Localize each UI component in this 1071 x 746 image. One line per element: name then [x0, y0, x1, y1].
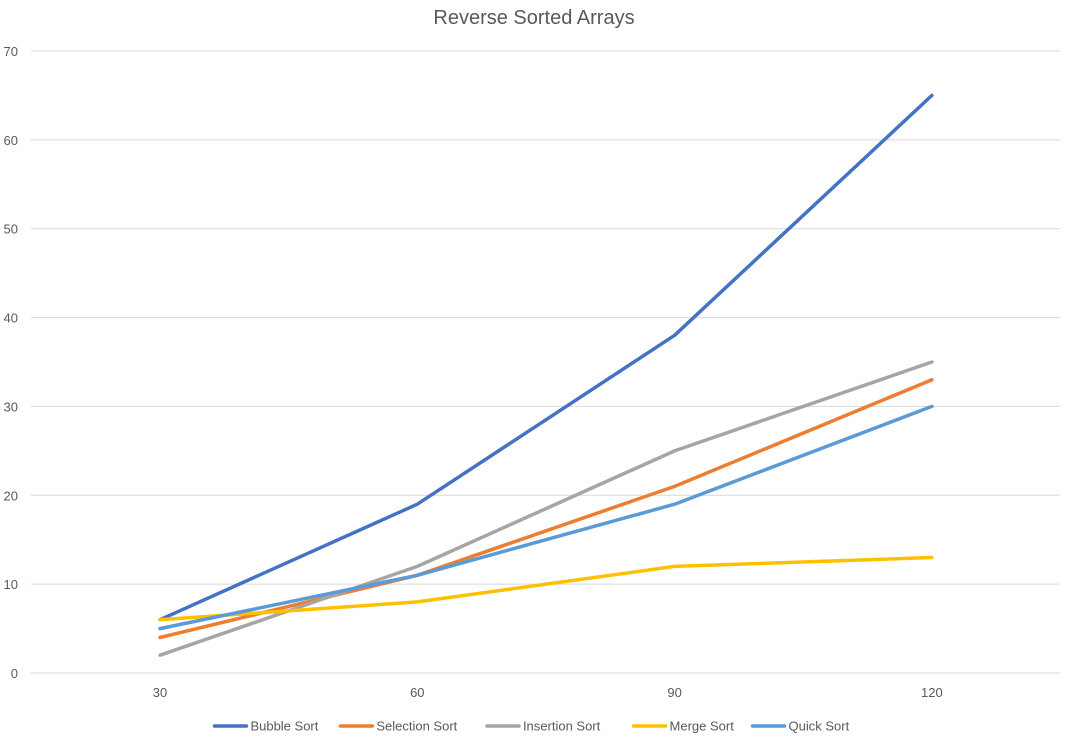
x-tick-label: 120: [921, 685, 943, 700]
y-tick-label: 50: [4, 222, 18, 237]
y-tick-label: 10: [4, 577, 18, 592]
x-tick-label: 60: [410, 685, 424, 700]
y-tick-label: 30: [4, 399, 18, 414]
legend-label-quick-sort: Quick Sort: [789, 719, 850, 734]
series-line-quick-sort: [158, 404, 934, 631]
y-tick-label: 20: [4, 488, 18, 503]
y-axis-ticks: 0 10 20 30 40 50 60 70: [4, 44, 18, 681]
y-tick-label: 70: [4, 44, 18, 59]
x-axis-ticks: 30 60 90 120: [153, 685, 943, 700]
legend-item-insertion-sort: Insertion Sort: [485, 719, 601, 734]
x-tick-label: 30: [153, 685, 167, 700]
legend-item-selection-sort: Selection Sort: [338, 719, 458, 734]
legend-item-quick-sort: Quick Sort: [750, 719, 850, 734]
y-tick-label: 60: [4, 133, 18, 148]
legend: Bubble Sort Selection Sort Insertion Sort M…: [212, 719, 850, 734]
y-tick-label: 0: [11, 666, 18, 681]
series-lines: [158, 93, 934, 657]
legend-label-merge-sort: Merge Sort: [670, 719, 735, 734]
series-line-selection-sort: [158, 378, 934, 640]
chart-title: Reverse Sorted Arrays: [433, 7, 634, 29]
grid-lines: [31, 50, 1060, 674]
legend-item-merge-sort: Merge Sort: [631, 719, 735, 734]
legend-label-bubble-sort: Bubble Sort: [250, 719, 318, 734]
legend-label-selection-sort: Selection Sort: [376, 719, 457, 734]
legend-label-insertion-sort: Insertion Sort: [523, 719, 601, 734]
y-tick-label: 40: [4, 311, 18, 326]
series-line-bubble-sort: [158, 93, 934, 622]
legend-item-bubble-sort: Bubble Sort: [212, 719, 319, 734]
series-line-merge-sort: [158, 555, 934, 622]
x-tick-label: 90: [667, 685, 681, 700]
